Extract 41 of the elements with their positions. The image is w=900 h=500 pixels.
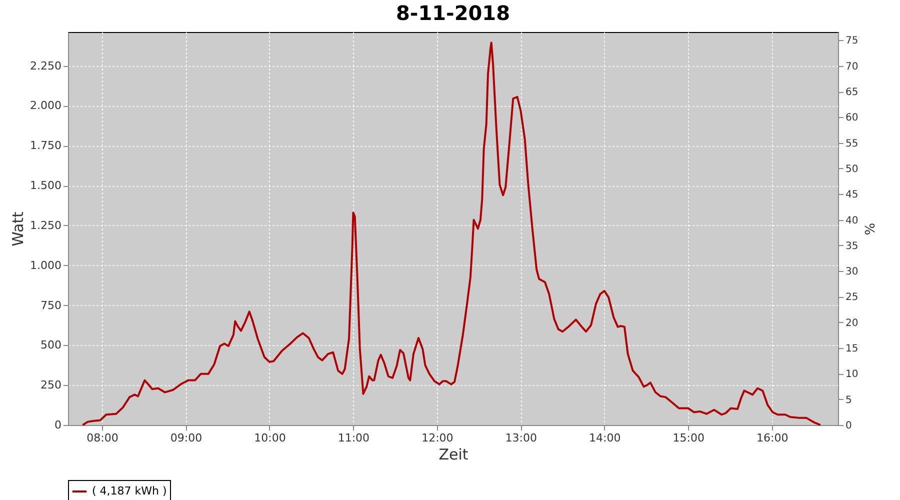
y-tick-label: 500 (40, 338, 62, 352)
y-tick-label: 2.000 (30, 99, 62, 112)
y2-tick-label: 65 (846, 87, 858, 98)
y2-tick-label: 0 (846, 420, 852, 432)
y2-tick-label: 75 (846, 36, 858, 47)
x-tick-label: 16:00 (756, 432, 788, 444)
y-tick-label: 1.000 (30, 258, 62, 272)
y-tick-label: 1.750 (30, 139, 62, 152)
y2-tick-label: 60 (846, 112, 858, 124)
y-tick-label: 0 (54, 418, 62, 432)
y2-tick-label: 70 (846, 61, 858, 72)
y2-tick-label: 15 (846, 344, 858, 355)
y-tick-label: 750 (40, 298, 62, 312)
x-tick-label: 15:00 (672, 432, 704, 444)
y2-tick-label: 5 (846, 394, 852, 406)
y-axis-title: Watt (9, 211, 28, 246)
legend-label: ( 4,187 kWh ) (92, 484, 167, 498)
y2-tick-label: 40 (846, 215, 858, 226)
x-axis-title: Zeit (438, 446, 468, 464)
x-tick-label: 10:00 (254, 432, 286, 444)
x-tick-label: 12:00 (422, 432, 454, 444)
y-tick-label: 2.250 (30, 59, 62, 72)
y2-tick-label: 55 (846, 138, 858, 150)
y-tick-label: 250 (40, 378, 62, 392)
y2-axis-title: % (861, 222, 876, 236)
line-series (82, 42, 822, 426)
y-tick-label: 1.250 (30, 218, 62, 232)
y2-tick-label: 20 (846, 318, 858, 329)
x-tick-label: 09:00 (170, 432, 202, 444)
x-tick-label: 11:00 (338, 432, 370, 444)
y2-tick-label: 45 (846, 190, 858, 201)
y2-tick-label: 30 (846, 266, 858, 278)
y2-tick-label: 25 (846, 292, 858, 304)
y-tick-label: 1.500 (30, 179, 62, 192)
y2-tick-label: 50 (846, 164, 858, 175)
x-tick-label: 14:00 (589, 432, 621, 444)
y2-tick-label: 35 (846, 240, 858, 252)
x-tick-label: 08:00 (86, 432, 118, 444)
x-tick-label: 13:00 (505, 432, 538, 444)
chart-title: 8-11-2018 (396, 1, 510, 25)
y2-tick-label: 10 (846, 369, 858, 380)
